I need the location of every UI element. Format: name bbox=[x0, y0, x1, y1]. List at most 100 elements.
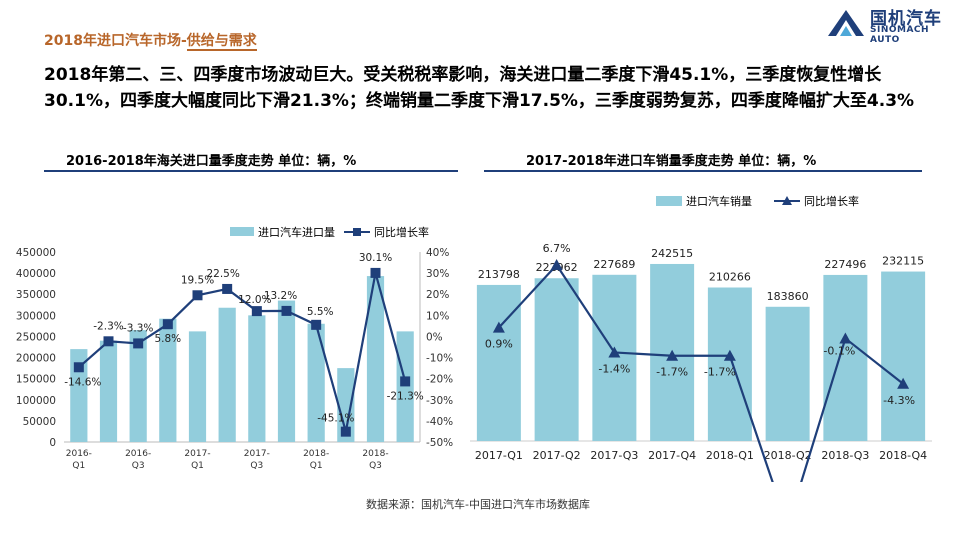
growth-rate-marker bbox=[839, 332, 852, 344]
y-left-tick-label: 50000 bbox=[23, 416, 56, 428]
bar-import-volume bbox=[218, 307, 236, 442]
headline: 2018年第二、三、四季度市场波动巨大。受关税税率影响，海关进口量二季度下滑45… bbox=[44, 65, 915, 111]
right-panel-title: 2017-2018年进口车销量季度走势 单位：辆，% bbox=[526, 154, 817, 169]
growth-rate-label: -1.4% bbox=[598, 362, 630, 375]
legend-marker-growth bbox=[782, 196, 792, 205]
source-note: 数据来源：国机汽车-中国进口汽车市场数据库 bbox=[366, 498, 590, 511]
bar-import-volume bbox=[99, 340, 118, 442]
growth-rate-marker bbox=[370, 267, 381, 278]
y-left-tick-label: 0 bbox=[49, 437, 56, 449]
x-tick-label: 2017-Q3 bbox=[244, 449, 270, 471]
x-tick-label: 2017-Q2 bbox=[533, 449, 581, 462]
section-title: 2018年进口汽车市场-供给与需求 bbox=[44, 30, 257, 51]
y-right-tick-label: -40% bbox=[426, 416, 453, 428]
growth-rate-label: 12.0% bbox=[238, 294, 271, 306]
growth-rate-label: -21.3% bbox=[387, 390, 424, 402]
legend-label-import-volume: 进口汽车进口量 bbox=[258, 225, 335, 239]
growth-rate-marker bbox=[550, 259, 563, 270]
growth-rate-label: -1.7% bbox=[704, 366, 736, 379]
growth-rate-marker bbox=[281, 305, 292, 316]
growth-rate-marker bbox=[192, 290, 203, 301]
growth-rate-marker bbox=[897, 377, 910, 389]
x-tick-label: 2016-Q1 bbox=[66, 449, 92, 471]
import-volume-chart: 进口汽车进口量 同比增长率 0 50000 100000 150000 200000 2500… bbox=[16, 225, 453, 471]
bar-import-volume bbox=[366, 276, 385, 442]
growth-rate-label: 6.7% bbox=[543, 242, 571, 255]
bar-import-volume bbox=[188, 331, 207, 442]
growth-rate-marker bbox=[400, 376, 411, 387]
growth-rate-label: -2.3% bbox=[93, 320, 123, 332]
sales-volume-chart: 进口汽车销量同比增长率21379822296222768924251521026… bbox=[470, 194, 932, 482]
bar-sales-volume bbox=[823, 274, 868, 441]
x-tick-label: 2018-Q4 bbox=[879, 449, 927, 462]
section-title-highlight: 供给与需求 bbox=[186, 33, 257, 51]
bar-sales-volume bbox=[881, 271, 926, 441]
bar-sales-volume bbox=[707, 287, 752, 441]
logo-text-en: SINOMACH AUTO bbox=[870, 25, 930, 45]
legend-swatch-sales-volume bbox=[656, 196, 682, 206]
growth-rate-label: 0.9% bbox=[485, 338, 513, 351]
x-tick-label: 2017-Q1 bbox=[475, 449, 523, 462]
growth-rate-label: 19.5% bbox=[181, 274, 214, 286]
bar-value-label: 242515 bbox=[651, 247, 693, 260]
bar-import-volume bbox=[396, 331, 414, 442]
growth-rate-label: 30.1% bbox=[359, 252, 392, 264]
y-right-tick-label: -20% bbox=[426, 374, 453, 386]
bar-sales-volume bbox=[476, 284, 521, 441]
growth-rate-marker bbox=[73, 362, 84, 373]
logo-text-cn: 国机汽车 bbox=[870, 9, 942, 29]
x-tick-label: 2018-Q3 bbox=[821, 449, 869, 462]
x-tick-label: 2017-Q4 bbox=[648, 449, 696, 462]
growth-rate-label: -14.6% bbox=[64, 376, 101, 388]
growth-rate-label: -0.1% bbox=[823, 344, 855, 357]
growth-rate-label: -45.1% bbox=[317, 413, 354, 425]
legend-label-sales-volume: 进口汽车销量 bbox=[686, 194, 752, 208]
growth-rate-marker bbox=[666, 349, 679, 361]
bar-import-volume bbox=[337, 368, 355, 442]
bar-value-label: 227496 bbox=[824, 258, 866, 271]
x-tick-label: 2018-Q2 bbox=[764, 449, 812, 462]
bar-value-label: 232115 bbox=[882, 255, 924, 268]
bar-value-label: 213798 bbox=[478, 268, 520, 281]
x-tick-label: 2018-Q1 bbox=[303, 449, 329, 471]
y-left-tick-label: 400000 bbox=[16, 268, 56, 280]
x-tick-label: 2016-Q3 bbox=[125, 449, 151, 471]
bar-import-volume bbox=[307, 323, 325, 442]
growth-rate-label: 5.8% bbox=[154, 333, 181, 345]
legend-swatch-import-volume bbox=[230, 227, 254, 236]
y-right-tick-label: -10% bbox=[426, 353, 453, 365]
growth-rate-marker bbox=[103, 336, 114, 347]
bar-value-label: 183860 bbox=[767, 290, 809, 303]
section-title-prefix: 2018年进口汽车市场- bbox=[44, 33, 187, 49]
growth-rate-marker bbox=[492, 321, 505, 333]
bar-import-volume bbox=[70, 349, 88, 442]
y-left-tick-label: 100000 bbox=[16, 395, 56, 407]
y-right-tick-label: 40% bbox=[426, 247, 449, 259]
y-right-tick-label: -30% bbox=[426, 395, 453, 407]
y-right-tick-label: 20% bbox=[426, 289, 449, 301]
legend-marker-growth bbox=[353, 228, 361, 236]
y-left-tick-label: 150000 bbox=[16, 374, 56, 386]
x-tick-label: 2018-Q1 bbox=[706, 449, 754, 462]
legend-label-growth: 同比增长率 bbox=[804, 194, 859, 208]
growth-rate-label: 13.2% bbox=[264, 290, 297, 302]
growth-rate-marker bbox=[162, 319, 173, 330]
legend-label-growth: 同比增长率 bbox=[374, 225, 429, 239]
growth-rate-label: 5.5% bbox=[307, 306, 334, 318]
growth-rate-marker bbox=[340, 426, 351, 437]
bar-import-volume bbox=[277, 300, 296, 442]
growth-rate-marker bbox=[608, 346, 621, 358]
bar-sales-volume bbox=[765, 306, 810, 441]
y-left-tick-label: 450000 bbox=[16, 247, 56, 259]
y-left-tick-label: 300000 bbox=[16, 310, 56, 322]
bar-import-volume bbox=[159, 318, 177, 442]
y-right-tick-label: 30% bbox=[426, 268, 449, 280]
y-left-tick-label: 250000 bbox=[16, 331, 56, 343]
bar-sales-volume bbox=[592, 274, 637, 441]
x-tick-label: 2017-Q3 bbox=[590, 449, 638, 462]
y-right-tick-label: 0% bbox=[426, 331, 443, 343]
right-panel-rule bbox=[484, 170, 922, 172]
bar-value-label: 227689 bbox=[593, 258, 635, 271]
y-right-tick-label: -50% bbox=[426, 437, 453, 449]
growth-rate-marker bbox=[251, 306, 262, 317]
